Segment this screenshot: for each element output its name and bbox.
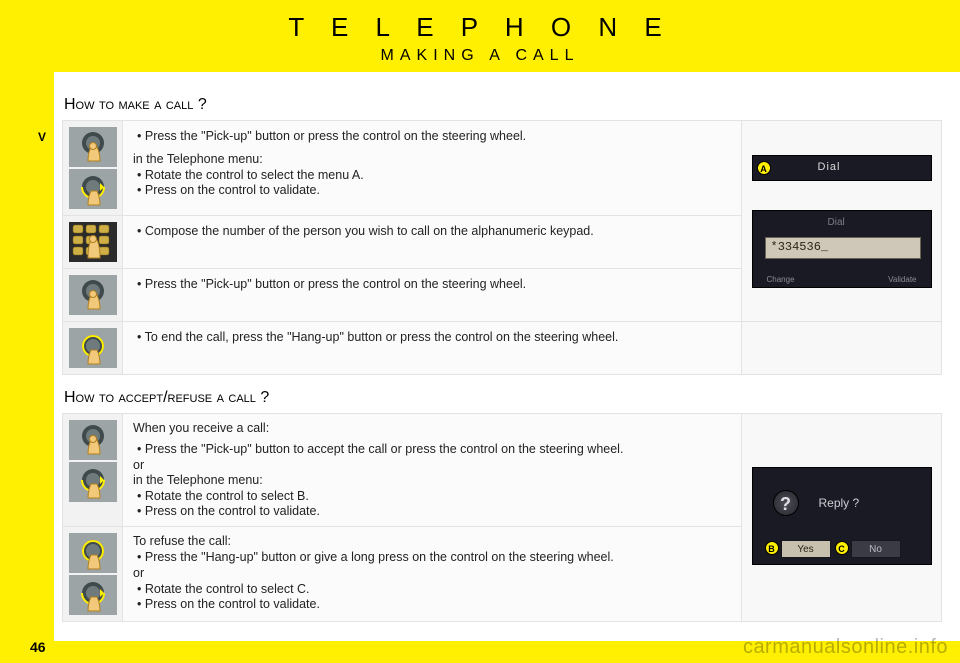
step-bullet: Press the "Pick-up" button or press the … (137, 129, 733, 143)
knob-rotate-icon (69, 169, 117, 209)
step-bullet: Press the "Hang-up" button or give a lon… (137, 550, 733, 564)
step-text-cell: Compose the number of the person you wis… (123, 216, 742, 269)
table-row: When you receive a call: Press the "Pick… (63, 414, 942, 527)
knob-press-icon (69, 127, 117, 167)
screen-number-bl: Change (767, 275, 795, 284)
watermark-text: carmanualsonline.info (743, 636, 948, 659)
step-text-cell: To refuse the call: Press the "Hang-up" … (123, 527, 742, 622)
section2-heading: How to accept/refuse a call ? (64, 389, 942, 407)
screen-dial: A Dial (752, 155, 932, 181)
section1-heading: How to make a call ? (64, 96, 942, 114)
question-mark-icon: ? (773, 490, 799, 516)
table-row: To end the call, press the "Hang-up" but… (63, 322, 942, 375)
screen-dial-text: Dial (818, 161, 841, 173)
step-bullet: Rotate the control to select C. (137, 582, 733, 596)
screen-reply: ? Reply ? B Yes C No (752, 467, 932, 565)
step-bullet: Press on the control to validate. (137, 597, 733, 611)
screen-preview-cell (742, 322, 942, 375)
page-left-band (0, 0, 54, 663)
step-plain: in the Telephone menu: (133, 152, 733, 166)
step-icon-cell (63, 269, 123, 322)
marker-b: B (765, 541, 779, 555)
page-header: T E L E P H O N E MAKING A CALL (0, 0, 960, 65)
step-bullet: Rotate the control to select B. (137, 489, 733, 503)
step-icon-cell (63, 121, 123, 216)
screen-number-br: Validate (888, 275, 916, 284)
step-bullet: Rotate the control to select the menu A. (137, 168, 733, 182)
screen-number-value: *334536_ (771, 240, 829, 254)
step-text-cell: Press the "Pick-up" button or press the … (123, 121, 742, 216)
knob-press-icon (69, 420, 117, 460)
step-icon-cell (63, 322, 123, 375)
screen-preview-cell: ? Reply ? B Yes C No (742, 414, 942, 622)
screen-number-title: Dial (828, 217, 845, 228)
step-plain: in the Telephone menu: (133, 473, 733, 487)
knob-press-icon (69, 275, 117, 315)
step-bullet: Press on the control to validate. (137, 183, 733, 197)
step-bullet: To end the call, press the "Hang-up" but… (137, 330, 733, 344)
step-icon-cell (63, 414, 123, 527)
step-bullet: Press on the control to validate. (137, 504, 733, 518)
step-bullet: Compose the number of the person you wis… (137, 224, 733, 238)
screen-preview-cell: A Dial Dial *334536_ Change Validate (742, 121, 942, 322)
section2-table: When you receive a call: Press the "Pick… (62, 413, 942, 622)
step-text-cell: To end the call, press the "Hang-up" but… (123, 322, 742, 375)
knob-rotate-icon (69, 462, 117, 502)
section1-table: Press the "Pick-up" button or press the … (62, 120, 942, 375)
page-title: T E L E P H O N E (0, 12, 960, 43)
step-plain: or (133, 566, 733, 580)
step-text-cell: Press the "Pick-up" button or press the … (123, 269, 742, 322)
step-bullet: Press the "Pick-up" button to accept the… (137, 442, 733, 456)
knob-ring-icon (69, 533, 117, 573)
table-row: Press the "Pick-up" button or press the … (63, 121, 942, 216)
step-bullet: Press the "Pick-up" button or press the … (137, 277, 733, 291)
step-plain: To refuse the call: (133, 534, 733, 548)
step-plain: When you receive a call: (133, 421, 733, 435)
step-text-cell: When you receive a call: Press the "Pick… (123, 414, 742, 527)
step-icon-cell (63, 216, 123, 269)
keypad-icon (69, 222, 117, 262)
step-plain: or (133, 458, 733, 472)
screen-number: Dial *334536_ Change Validate (752, 210, 932, 288)
page-content: How to make a call ? Press the "Pick-up"… (62, 90, 942, 622)
knob-rotate-icon (69, 575, 117, 615)
screen-no-button: No (851, 540, 901, 558)
marker-a: A (757, 161, 771, 175)
knob-ring-icon (69, 328, 117, 368)
page-number: 46 (30, 639, 46, 655)
page-subtitle: MAKING A CALL (0, 47, 960, 65)
screen-reply-text: Reply ? (819, 496, 860, 510)
marker-c: C (835, 541, 849, 555)
screen-yes-button: Yes (781, 540, 831, 558)
step-icon-cell (63, 527, 123, 622)
section-tab-letter: V (30, 128, 54, 146)
